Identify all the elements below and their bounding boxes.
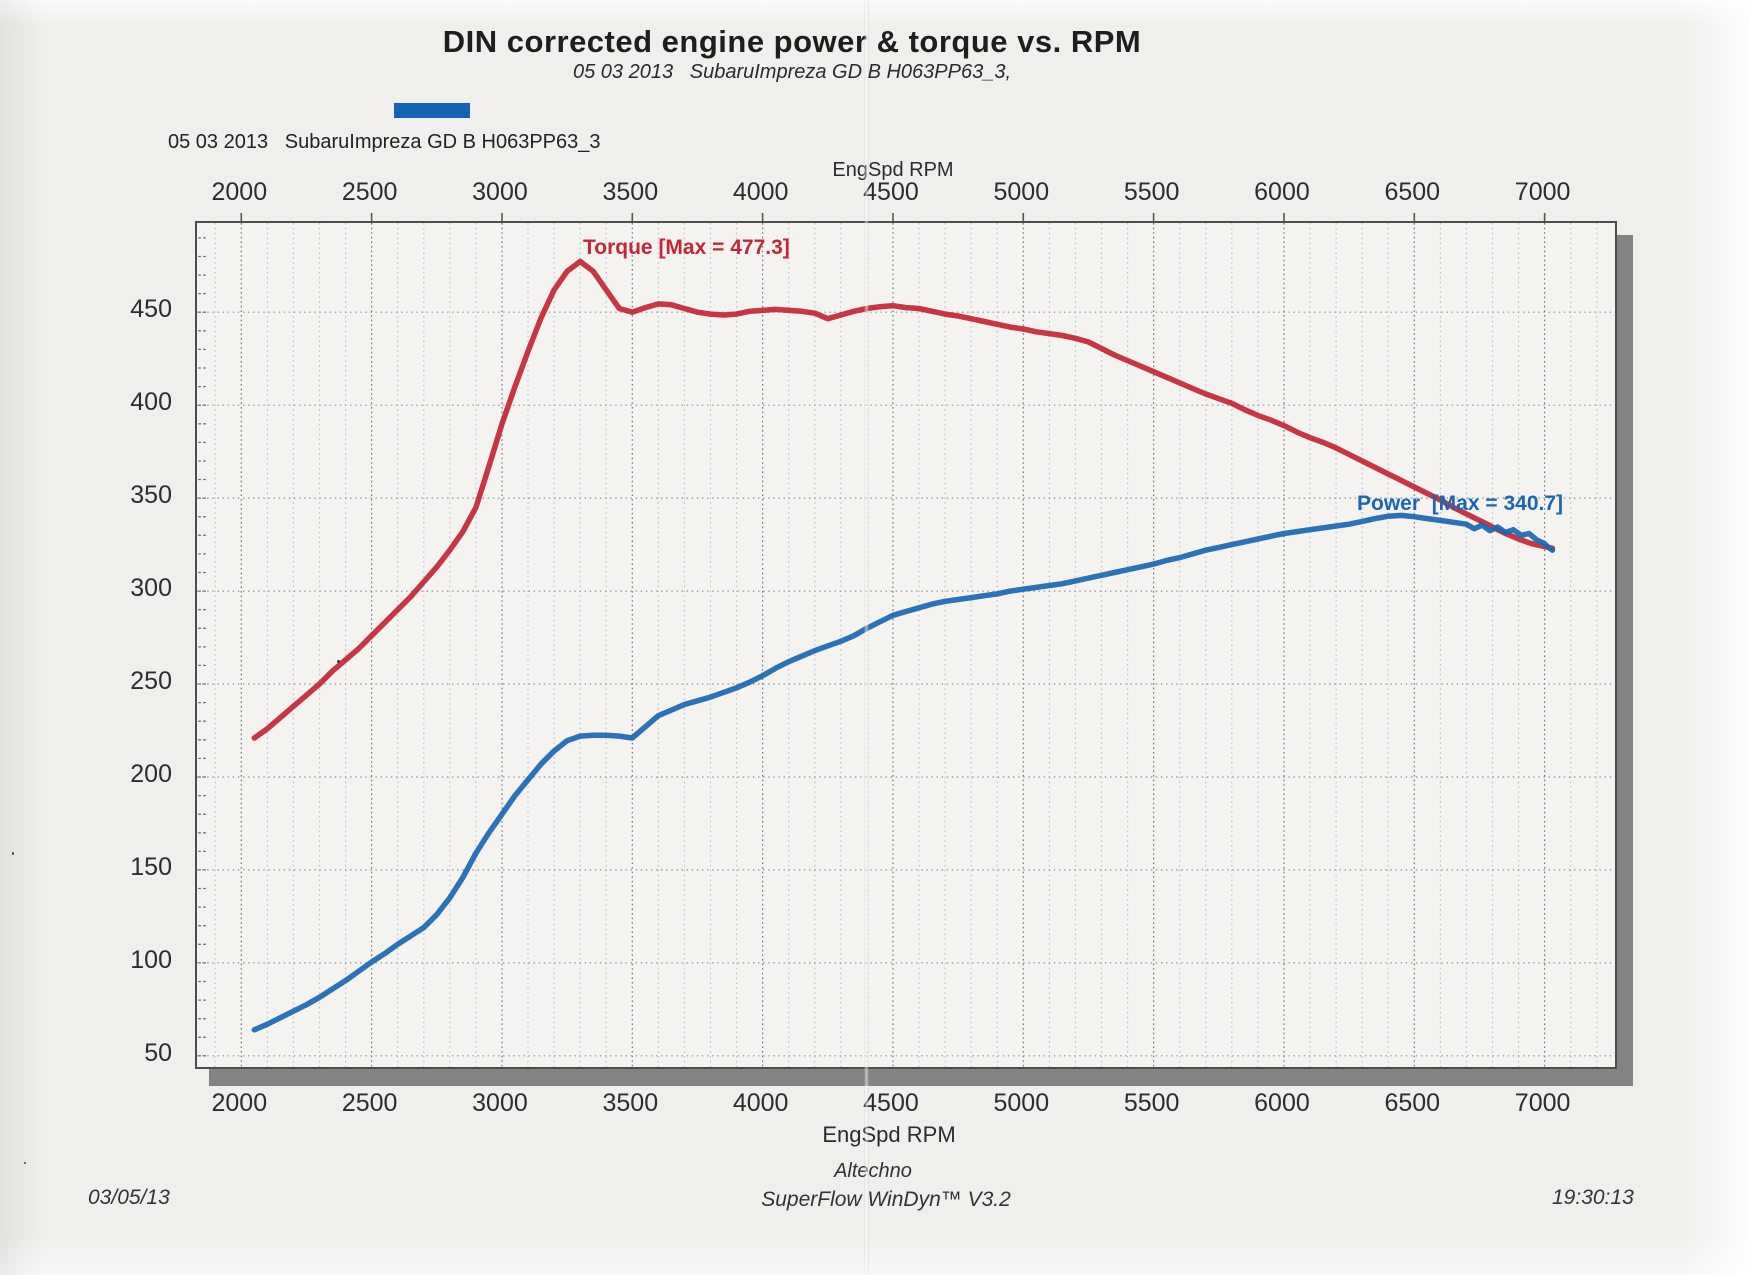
page-title: DIN corrected engine power & torque vs. … xyxy=(442,24,1142,59)
x-tick-label: 4000 xyxy=(732,178,789,206)
y-tick-label: 250 xyxy=(130,667,172,696)
x-tick-label: 2500 xyxy=(341,178,398,206)
footer-time: 19:30:13 xyxy=(1552,1186,1634,1209)
x-tick-label: 2000 xyxy=(211,178,268,206)
plot-shadow-bottom xyxy=(209,1069,1633,1086)
x-tick-label: 3500 xyxy=(602,178,659,206)
scan-speck xyxy=(24,1162,26,1164)
x-tick-label: 4500 xyxy=(863,178,919,206)
x-tick-label: 5000 xyxy=(993,178,1050,206)
x-tick-label: 4000 xyxy=(732,1089,789,1117)
x-axis-title-bottom: EngSpd RPM xyxy=(822,1122,956,1147)
plot-shadow-right xyxy=(1617,235,1633,1069)
x-tick-label: 6500 xyxy=(1384,178,1441,206)
x-tick-label: 3000 xyxy=(472,1089,528,1117)
y-tick-label: 400 xyxy=(130,388,172,417)
plot-area xyxy=(195,213,1617,1069)
x-tick-label: 6000 xyxy=(1254,178,1310,206)
x-tick-label: 4500 xyxy=(863,1089,919,1117)
x-tick-label: 5500 xyxy=(1123,1089,1180,1117)
x-tick-label: 6500 xyxy=(1384,1089,1441,1117)
y-tick-label: 450 xyxy=(130,295,172,324)
torque-curve xyxy=(251,258,1556,741)
dyno-chart xyxy=(197,213,1615,1067)
y-tick-label: 50 xyxy=(144,1038,172,1067)
scan-speck xyxy=(337,660,340,663)
footer-company: Altechno xyxy=(834,1160,912,1182)
page-subtitle: 05 03 2013 SubaruImpreza GD B H063PP63_3… xyxy=(572,61,1012,83)
y-tick-label: 100 xyxy=(130,945,172,974)
x-tick-label: 2000 xyxy=(211,1089,268,1117)
footer-software: SuperFlow WinDyn™ V3.2 xyxy=(761,1188,1011,1211)
scan-speck xyxy=(12,852,14,855)
y-tick-label: 200 xyxy=(130,759,172,788)
y-tick-label: 350 xyxy=(130,481,172,510)
legend-swatch xyxy=(394,103,470,118)
x-tick-label: 5000 xyxy=(993,1089,1050,1117)
y-tick-label: 300 xyxy=(130,574,172,603)
torque-max-annotation: Torque [Max = 477.3] xyxy=(583,236,790,259)
x-tick-label: 2500 xyxy=(341,1089,398,1117)
y-tick-label: 150 xyxy=(130,852,172,881)
x-tick-label: 5500 xyxy=(1123,178,1180,206)
footer-date: 03/05/13 xyxy=(88,1186,170,1209)
power-curve xyxy=(251,512,1556,1033)
x-tick-label: 3500 xyxy=(602,1089,659,1117)
legend-run-label: 05 03 2013 SubaruImpreza GD B H063PP63_3 xyxy=(168,131,601,153)
x-tick-label: 3000 xyxy=(472,178,528,206)
x-tick-label: 7000 xyxy=(1514,1089,1571,1117)
paper-fold-crease xyxy=(864,0,869,1275)
x-tick-label: 7000 xyxy=(1514,178,1571,206)
x-tick-label: 6000 xyxy=(1254,1089,1310,1117)
power-max-annotation: Power [Max = 340.7] xyxy=(1357,492,1564,515)
